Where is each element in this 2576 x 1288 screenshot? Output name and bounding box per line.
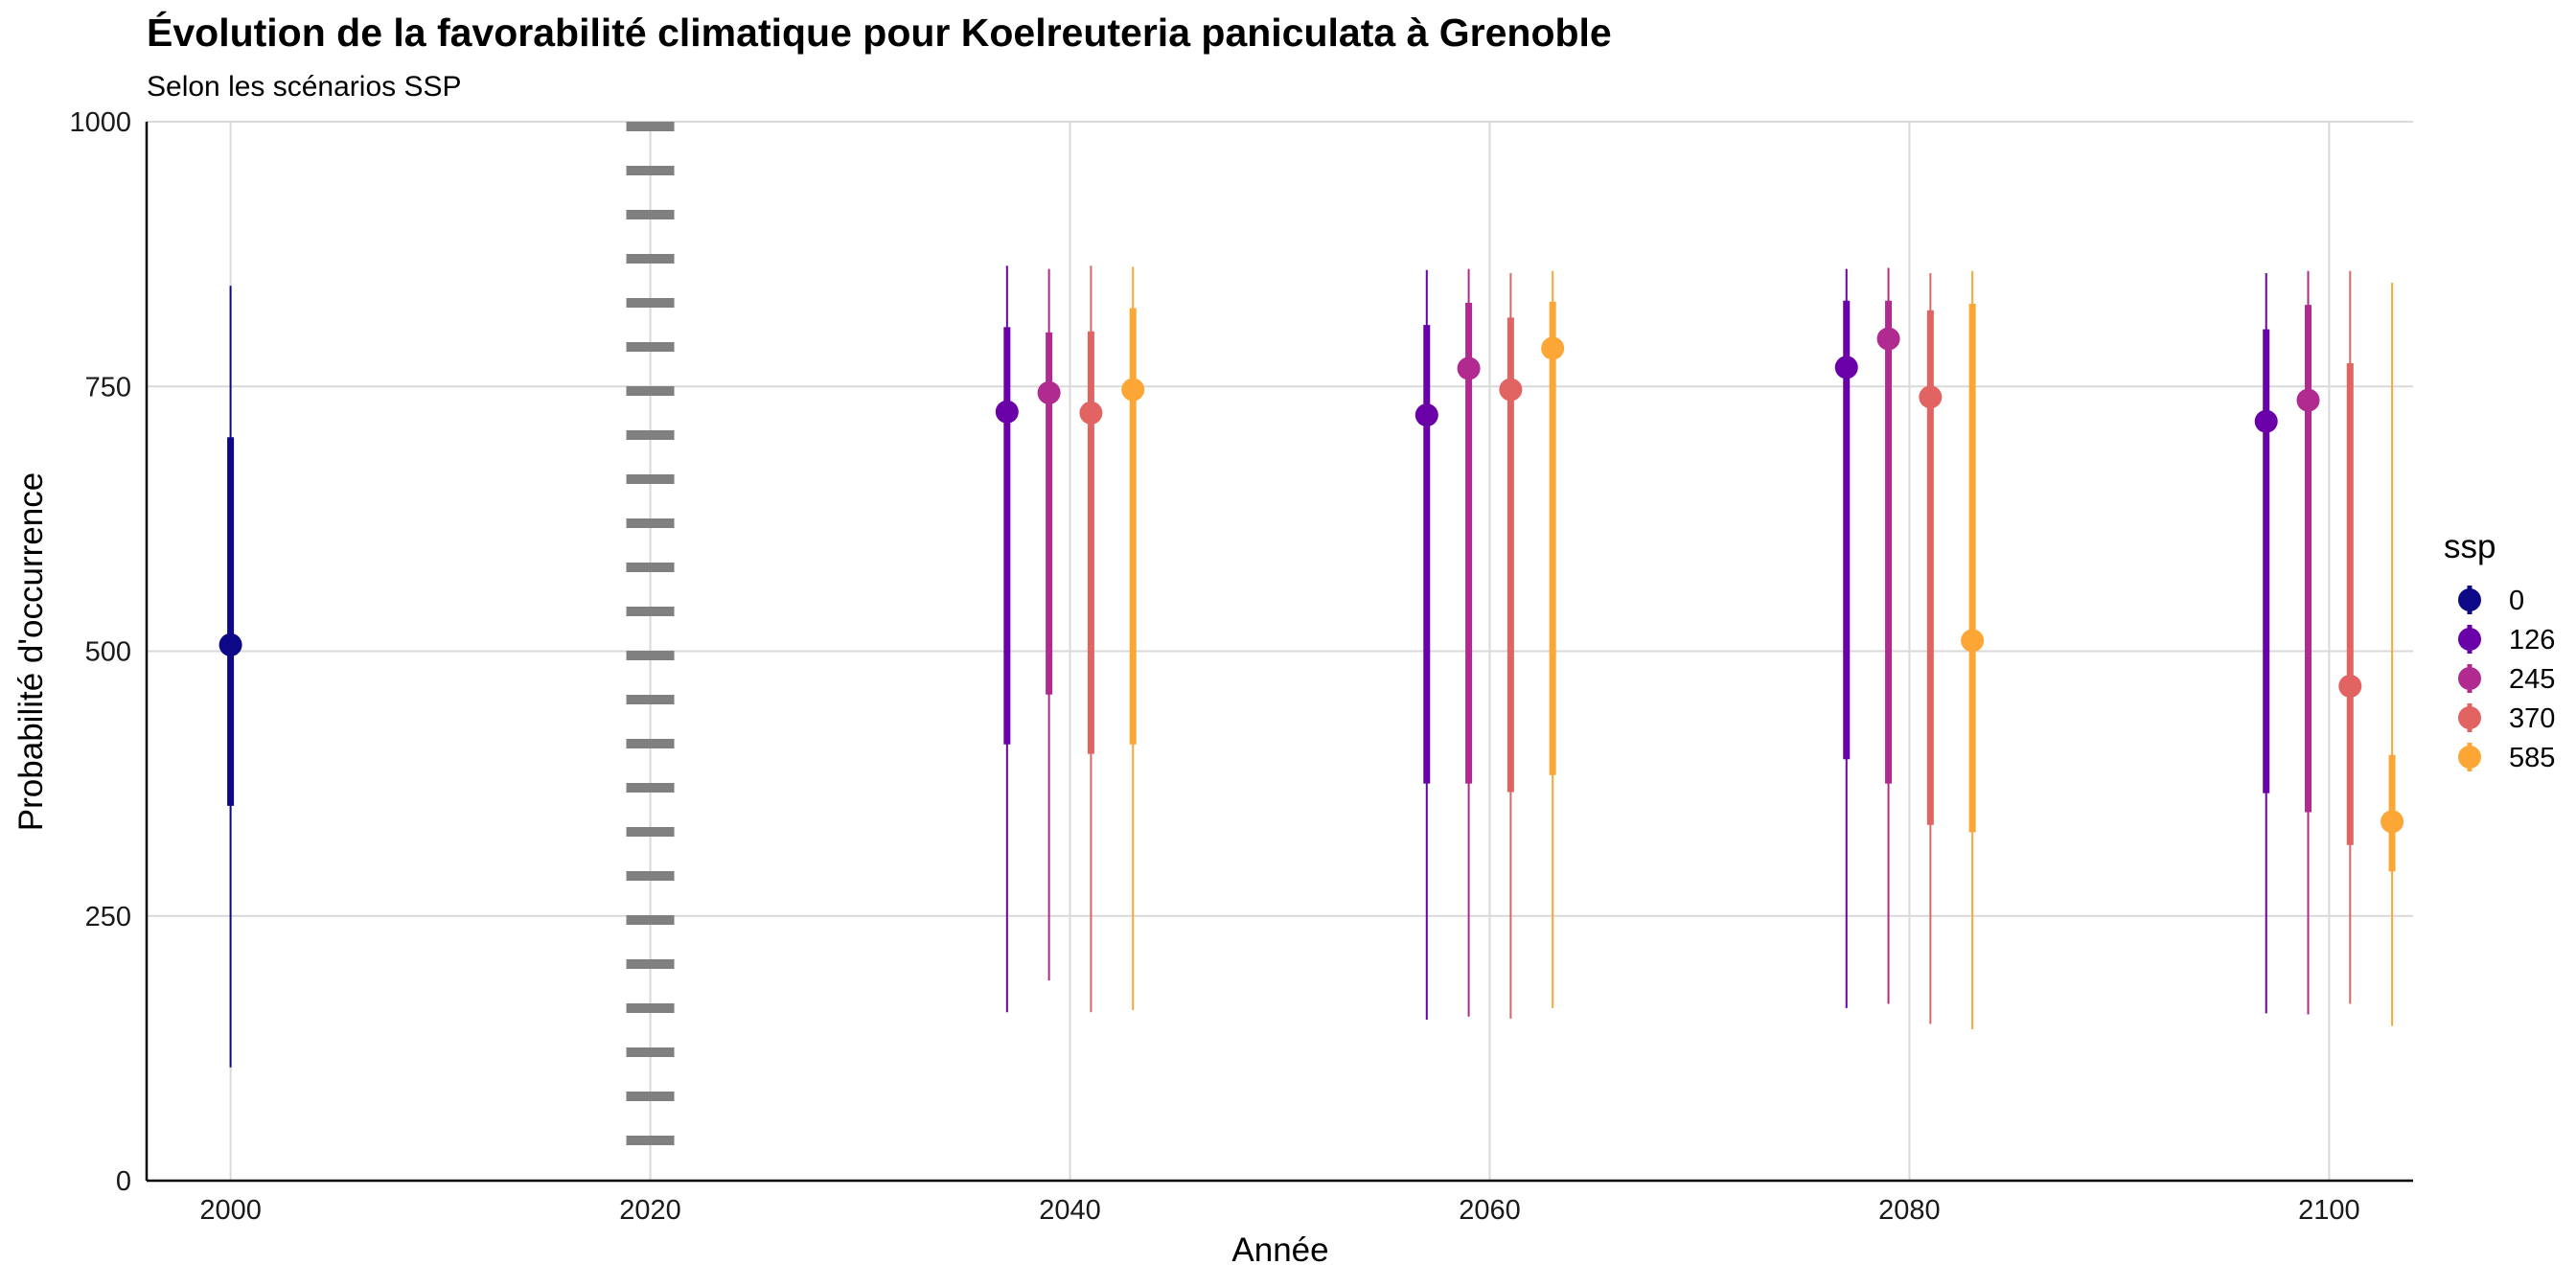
legend-label: 585 [2509,743,2555,773]
x-tick-label: 2040 [1039,1195,1101,1226]
data-point [1919,385,1943,409]
y-axis-title: Probabilité d'occurrence [12,472,50,831]
x-tick-label: 2000 [199,1195,262,1226]
legend-label: 245 [2509,664,2555,695]
data-marks [218,265,2404,1068]
data-point [1037,380,1061,404]
legend-key-point [2458,667,2481,690]
data-point [2296,388,2320,412]
data-point [1876,327,1900,351]
data-point [995,400,1019,424]
data-point [218,632,242,656]
legend-label: 370 [2509,703,2555,734]
data-point [1414,403,1438,427]
data-point [1079,401,1103,425]
data-point [1499,378,1523,402]
y-tick-label: 1000 [69,107,131,138]
gridlines [147,121,2413,1182]
chart-subtitle: Selon les scénarios SSP [147,71,462,103]
axes [145,122,2413,1183]
legend-key-point [2458,746,2481,769]
legend-label: 0 [2509,586,2524,616]
x-tick-label: 2100 [2298,1195,2360,1226]
data-point [1541,336,1565,360]
data-point [1961,629,1985,653]
x-tick-label: 2060 [1459,1195,1521,1226]
legend: ssp 0 126 245 370 585 [2444,528,2555,773]
x-tick-label: 2020 [619,1195,681,1226]
data-point [2254,409,2278,433]
data-point [2380,810,2404,834]
legend-title: ssp [2444,528,2496,565]
legend-key-point [2458,628,2481,651]
legend-label: 126 [2509,625,2555,656]
y-tick-label: 250 [85,902,131,932]
data-point [1457,356,1481,380]
legend-key-point [2458,588,2481,611]
y-tick-label: 750 [85,372,131,402]
tick-labels: 2000 2020 2040 2060 2080 2100 0 250 500 750 1000 [69,107,2359,1226]
y-tick-label: 500 [85,637,131,668]
data-point [2338,674,2362,698]
legend-key-point [2458,706,2481,729]
chart-title: Évolution de la favorabilité climatique … [147,11,1612,55]
data-point [1121,378,1145,402]
x-axis-title: Année [1231,1231,1328,1269]
x-tick-label: 2080 [1878,1195,1941,1226]
data-point [1834,356,1858,380]
y-tick-label: 0 [116,1166,131,1197]
